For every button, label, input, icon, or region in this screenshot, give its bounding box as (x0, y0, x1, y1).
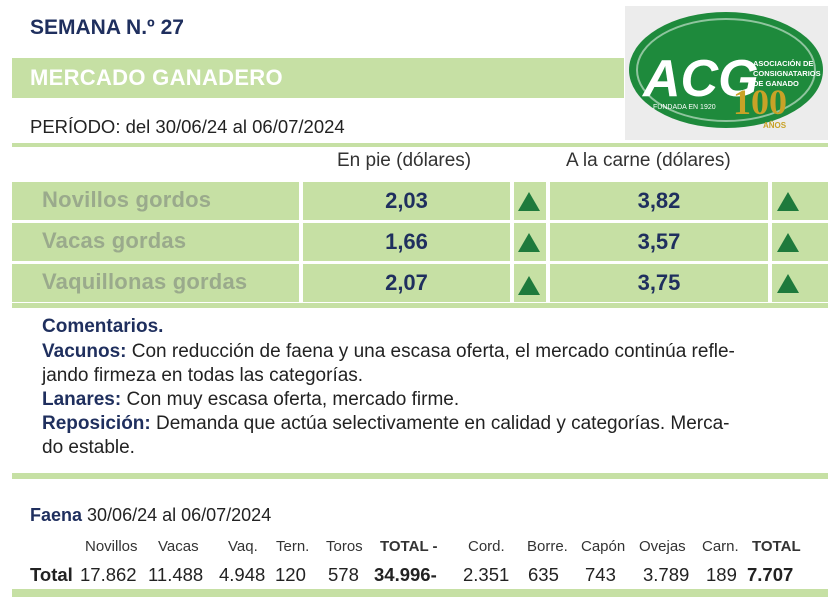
faena-value: 578 (328, 564, 359, 585)
comment-reposicion: Reposición: Demanda que actúa selectivam… (42, 413, 730, 435)
faena-value: 17.862 (80, 564, 137, 585)
comment-label: Reposición: (42, 413, 151, 434)
price-carne: 3,57 (637, 229, 681, 254)
faena-value: 120 (275, 564, 306, 585)
faena-value: 34.996- (374, 564, 437, 585)
faena-header: Novillos (85, 538, 138, 555)
comment-lanares: Lanares: Con muy escasa oferta, mercado … (42, 389, 459, 411)
logo-letters: ACG (641, 50, 759, 108)
comments-title: Comentarios. (42, 316, 164, 337)
logo-line-1: ASOCIACIÓN DE (753, 59, 813, 68)
faena-title: Faena 30/06/24 al 06/07/2024 (30, 505, 271, 526)
title-band (12, 58, 624, 98)
period-text: PERÍODO: del 30/06/24 al 06/07/2024 (30, 116, 345, 137)
faena-header: TOTAL (752, 538, 801, 555)
logo-founded: FUNDADA EN 1920 (653, 104, 716, 111)
trend-up-icon (777, 274, 799, 293)
faena-value: 7.707 (747, 564, 794, 585)
comment-vacunos-cont: jando firmeza en todas las categorías. (42, 365, 364, 386)
faena-header: TOTAL - (380, 538, 438, 555)
divider (12, 473, 828, 479)
category-label: Novillos gordos (42, 187, 212, 212)
trend-up-icon (777, 192, 799, 211)
logo-anniversary: 100 (733, 82, 787, 122)
comment-label: Vacunos: (42, 341, 127, 362)
faena-period: 30/06/24 al 06/07/2024 (82, 505, 272, 525)
page-title: MERCADO GANADERO (30, 65, 283, 90)
logo-line-2: CONSIGNATARIOS (753, 69, 821, 78)
faena-label: Faena (30, 505, 83, 525)
trend-up-icon (518, 276, 540, 295)
logo-line-3: DE GANADO (753, 79, 799, 88)
comment-vacunos: Vacunos: Con reducción de faena y una es… (42, 341, 735, 363)
category-label: Vacas gordas (42, 228, 187, 253)
comment-text: Con muy escasa oferta, mercado firme. (121, 389, 460, 410)
week-number: SEMANA N.º 27 (30, 16, 184, 39)
price-row: Vaquillonas gordas 2,07 3,75 (12, 264, 828, 302)
trend-up-icon (518, 233, 540, 252)
acg-logo: ACG ASOCIACIÓN DE CONSIGNATARIOS DE GANA… (625, 6, 828, 140)
comment-reposicion-cont: do estable. (42, 437, 135, 458)
price-carne: 3,75 (637, 270, 681, 295)
faena-value: 189 (706, 564, 737, 585)
faena-header: Borre. (527, 538, 568, 555)
faena-value: 4.948 (219, 564, 266, 585)
faena-value: 11.488 (148, 564, 204, 585)
faena-header: Cord. (468, 538, 505, 555)
faena-value: 3.789 (643, 564, 690, 585)
faena-header: Tern. (276, 538, 310, 555)
comment-label: Lanares: (42, 389, 122, 410)
faena-row-label: Total (30, 564, 73, 585)
logo-anniversary-sub: AÑOS (763, 121, 787, 130)
col-header-carne: A la carne (dólares) (566, 150, 731, 171)
divider (12, 143, 828, 147)
faena-header: Toros (326, 538, 363, 555)
faena-value: 2.351 (463, 564, 510, 585)
faena-header: Vacas (158, 538, 199, 555)
price-row: Novillos gordos 2,03 3,82 (12, 182, 828, 220)
faena-header: Vaq. (228, 538, 258, 555)
faena-header: Capón (581, 538, 626, 555)
faena-value: 743 (585, 564, 616, 585)
price-en-pie: 2,07 (385, 270, 428, 295)
price-carne: 3,82 (637, 188, 681, 213)
price-en-pie: 1,66 (385, 229, 428, 254)
comments-box: Comentarios. Vacunos: Con reducción de f… (12, 308, 828, 473)
faena-value: 635 (528, 564, 559, 585)
faena-header: Ovejas (639, 538, 686, 555)
trend-up-icon (518, 192, 540, 211)
divider (12, 589, 828, 597)
comment-text: Demanda que actúa selectivamente en cali… (150, 413, 730, 434)
col-header-en-pie: En pie (dólares) (337, 150, 472, 171)
price-row: Vacas gordas 1,66 3,57 (12, 223, 828, 261)
divider (12, 303, 828, 308)
category-label: Vaquillonas gordas (42, 269, 248, 294)
comment-text: Con reducción de faena y una escasa ofer… (126, 341, 735, 362)
trend-up-icon (777, 233, 799, 252)
price-en-pie: 2,03 (385, 188, 428, 213)
faena-header: Carn. (702, 538, 739, 555)
